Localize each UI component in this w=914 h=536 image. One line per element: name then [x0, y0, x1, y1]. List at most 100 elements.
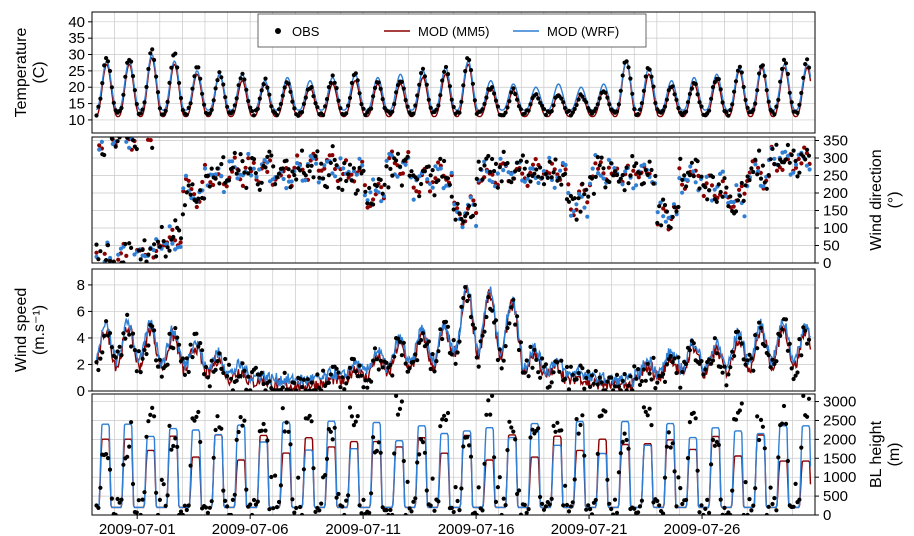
- data-point-obs: [618, 451, 623, 456]
- data-point-mod-mm5-: [417, 190, 422, 195]
- data-point-obs: [409, 169, 414, 174]
- data-point-obs: [407, 506, 412, 511]
- legend-label: MOD (WRF): [547, 24, 619, 39]
- data-point-obs: [538, 375, 543, 380]
- data-point-obs: [524, 159, 529, 164]
- data-point-obs: [511, 297, 516, 302]
- data-point-obs: [522, 111, 527, 116]
- data-point-obs: [645, 413, 650, 418]
- data-point-obs: [269, 153, 274, 158]
- data-point-obs: [614, 172, 620, 178]
- data-point-obs: [205, 375, 210, 380]
- data-point-obs: [482, 461, 487, 466]
- data-point-obs: [563, 171, 568, 176]
- data-point-obs: [476, 364, 481, 369]
- data-point-obs: [351, 423, 356, 428]
- data-point-mod-mm5-: [330, 153, 335, 158]
- data-point-obs: [503, 503, 508, 508]
- data-point-obs: [605, 477, 610, 482]
- data-point-obs: [111, 259, 116, 263]
- data-point-obs: [146, 66, 151, 72]
- data-point-obs: [378, 450, 383, 455]
- data-point-obs: [361, 168, 366, 173]
- series-group: [94, 47, 812, 118]
- data-point-obs: [651, 500, 656, 505]
- data-point-obs: [516, 167, 522, 172]
- data-point-obs: [104, 56, 109, 61]
- data-point-obs: [154, 358, 159, 363]
- data-point-obs: [739, 70, 744, 75]
- data-point-obs: [305, 377, 310, 382]
- data-point-obs: [265, 438, 270, 443]
- panel-frame: [91, 393, 816, 516]
- data-point-obs: [309, 163, 314, 168]
- data-point-obs: [430, 352, 435, 357]
- data-point-obs: [637, 171, 643, 176]
- data-point-mod-mm5-: [774, 168, 780, 173]
- data-point-obs: [152, 328, 157, 333]
- data-point-obs: [651, 84, 656, 89]
- data-point-obs: [465, 211, 470, 216]
- data-point-mod-mm5-: [799, 161, 804, 166]
- data-point-mod-mm5-: [474, 210, 479, 216]
- data-point-obs: [716, 77, 721, 82]
- data-point-obs: [584, 507, 589, 512]
- data-point-obs: [380, 365, 385, 370]
- data-point-obs: [461, 83, 466, 88]
- data-point-obs: [161, 112, 166, 117]
- data-point-obs: [770, 357, 775, 362]
- data-point-obs: [564, 502, 570, 508]
- data-point-obs: [695, 468, 700, 473]
- data-point-obs: [340, 375, 345, 380]
- data-point-mod-wrf-: [97, 147, 102, 152]
- data-point-obs: [129, 59, 134, 64]
- data-point-obs: [405, 154, 410, 159]
- data-point-obs: [676, 475, 681, 480]
- data-point-obs: [737, 64, 743, 69]
- y-tick-label: 10: [68, 112, 85, 129]
- data-point-obs: [457, 339, 462, 344]
- data-point-obs: [230, 165, 235, 170]
- data-point-obs: [371, 202, 376, 207]
- data-point-obs: [390, 109, 395, 114]
- data-point-obs: [559, 182, 564, 187]
- data-point-obs: [422, 169, 427, 174]
- data-point-obs: [273, 473, 278, 478]
- data-point-obs: [806, 65, 812, 70]
- data-point-mod-mm5-: [192, 192, 197, 197]
- data-point-obs: [430, 168, 435, 173]
- data-point-mod-mm5-: [246, 156, 251, 161]
- data-point-obs: [169, 447, 174, 452]
- data-point-mod-mm5-: [525, 183, 530, 188]
- data-point-obs: [737, 408, 743, 413]
- data-point-obs: [597, 375, 602, 380]
- data-point-mod-mm5-: [739, 184, 744, 189]
- data-point-obs: [294, 388, 299, 391]
- data-point-obs: [315, 372, 320, 377]
- data-point-obs: [203, 364, 209, 370]
- data-point-obs: [568, 193, 574, 199]
- data-point-obs: [764, 512, 769, 515]
- data-point-mod-wrf-: [484, 169, 489, 174]
- data-point-obs: [394, 90, 399, 95]
- data-point-obs: [676, 355, 681, 360]
- data-point-obs: [774, 359, 779, 364]
- data-point-obs: [319, 388, 324, 391]
- data-point-obs: [632, 364, 637, 369]
- data-point-obs: [184, 112, 189, 117]
- data-point-obs: [789, 152, 794, 158]
- data-point-obs: [636, 112, 641, 117]
- data-point-obs: [553, 157, 558, 162]
- data-point-mod-wrf-: [354, 172, 359, 177]
- data-point-obs: [653, 173, 658, 179]
- data-point-obs: [472, 202, 477, 207]
- data-point-obs: [678, 486, 683, 491]
- data-point-obs: [184, 190, 189, 195]
- data-point-mod-wrf-: [712, 187, 717, 192]
- data-point-obs: [426, 164, 431, 169]
- data-point-obs: [349, 80, 354, 86]
- data-point-obs: [353, 71, 358, 76]
- data-point-obs: [699, 104, 704, 109]
- data-point-obs: [342, 387, 347, 391]
- data-point-obs: [336, 370, 341, 375]
